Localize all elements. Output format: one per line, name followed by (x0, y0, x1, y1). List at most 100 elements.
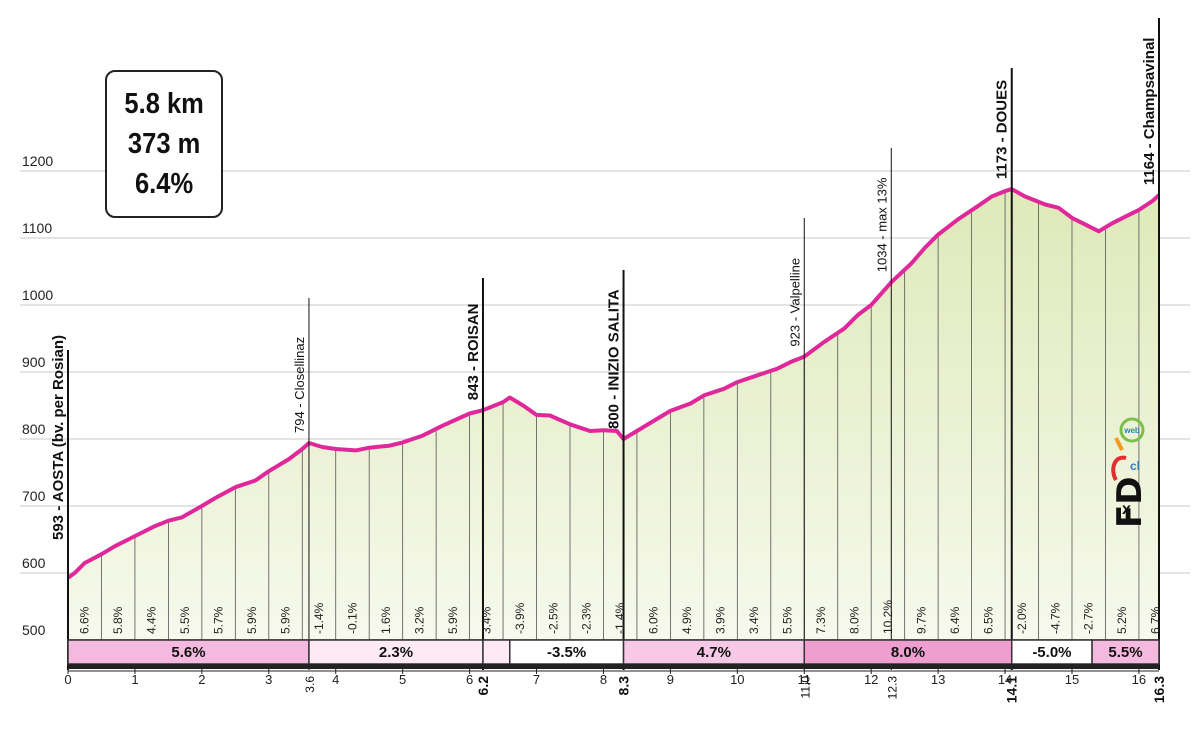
km-grade-label: -3.9% (513, 602, 527, 634)
waypoint-label: 1034 - max 13% (874, 177, 889, 272)
special-km-label: 8.3 (616, 676, 632, 696)
waypoint-label: 593 - AOSTA (bv. per Rosian) (50, 335, 67, 540)
svg-text:cl: cl (1130, 459, 1140, 473)
km-grade-label: 8.0% (847, 606, 861, 634)
waypoint-label: 1164 - Champsavinal (1141, 38, 1158, 186)
km-grade-label: 5.2% (1115, 606, 1129, 634)
km-grade-label: -1.4% (312, 602, 326, 634)
x-tick-label: 13 (931, 672, 945, 687)
waypoint-label: 1173 - DOUES (994, 80, 1011, 179)
x-tick-label: 6 (466, 672, 473, 687)
km-grade-label: 3.4% (479, 606, 493, 634)
profile-fill-layer (68, 189, 1159, 640)
km-grade-label: 9.7% (914, 606, 928, 634)
special-km-label: 11.0 (798, 676, 812, 699)
x-tick-label: 7 (533, 672, 540, 687)
special-km-label: 16.3 (1151, 676, 1167, 703)
segment-grade-label: 8.0% (891, 644, 925, 661)
svg-text:x: x (1122, 501, 1131, 518)
x-tick-label: 8 (600, 672, 607, 687)
segment-grade-label: 4.7% (697, 644, 731, 661)
km-grade-label: 5.9% (446, 606, 460, 634)
climb-elevation-gain: 373 m (127, 128, 201, 160)
segment-bar-layer: 5.6% 2.3% -3.5% 4.7% 8.0% -5.0% 5.5% (67, 639, 1160, 669)
km-grade-label: 5.9% (279, 606, 293, 634)
km-grade-label: -2.7% (1082, 602, 1096, 634)
profile-line-layer (66, 187, 1161, 580)
km-grade-label: 1.6% (379, 606, 393, 634)
waypoint-layer: 593 - AOSTA (bv. per Rosian) 794 - Closel… (50, 18, 1160, 670)
profile-area (68, 189, 1159, 640)
km-grade-label: -2.0% (1015, 602, 1029, 634)
km-grade-label: -4.7% (1048, 602, 1062, 634)
waypoint-label: 923 - Valpelline (787, 258, 802, 347)
waypoint-label: 800 - INIZIO SALITA (606, 289, 623, 429)
km-grade-label: 5.5% (781, 606, 795, 634)
fd-logo-mark: FD (1110, 476, 1150, 528)
km-grade-label: 6.5% (981, 606, 995, 634)
special-km-label: 6.2 (475, 676, 491, 696)
y-tick-label: 1200 (22, 153, 53, 169)
y-tick-label: 1000 (22, 287, 53, 303)
x-tick-label: 5 (399, 672, 406, 687)
segment-grade-label: 5.5% (1108, 644, 1142, 661)
segment-grade-label: -5.0% (1032, 644, 1071, 661)
km-grade-label: 3.4% (747, 606, 761, 634)
x-tick-label: 15 (1065, 672, 1079, 687)
x-axis-layer: 0 1 2 3 4 5 6 7 8 9 10 11 12 13 14 15 163.6 6.2 8.3 11.0 12.… (64, 668, 1167, 703)
profile-line (66, 187, 1161, 580)
climb-stats-box: 5.8 km 373 m 6.4% (105, 70, 223, 218)
km-grade-layer: 6.6% 5.8% 4.4% 5.5% 5.7% 5.9% 5.9% -1.4% -0.1% 1.… (78, 600, 1163, 634)
waypoint-label: 794 - Closellinaz (292, 337, 307, 433)
fd-cicloweb-logo: web cl x FD (1108, 410, 1150, 580)
segment-bar (509, 639, 625, 665)
km-grade-label: 10.2% (881, 600, 895, 634)
km-grade-label: 4.9% (680, 606, 694, 634)
km-grade-label: -2.3% (580, 602, 594, 634)
x-tick-label: 4 (332, 672, 339, 687)
y-tick-label: 700 (22, 488, 46, 504)
segment-grade-label: 5.6% (171, 644, 205, 661)
y-tick-label: 1100 (22, 220, 52, 236)
x-tick-label: 0 (64, 672, 71, 687)
km-grade-label: 7.3% (814, 606, 828, 634)
climb-distance: 5.8 km (124, 88, 204, 120)
segment-grade-label: 2.3% (379, 644, 413, 661)
svg-text:web: web (1123, 426, 1140, 435)
km-grade-label: 6.0% (647, 606, 661, 634)
x-tick-label: 11 (798, 672, 812, 687)
x-tick-label: 16 (1132, 672, 1146, 687)
x-tick-label: 10 (730, 672, 744, 687)
km-grade-label: 5.5% (178, 606, 192, 634)
special-km-label: 14.1 (1004, 676, 1020, 703)
y-tick-label: 900 (22, 354, 46, 370)
y-tick-label: 500 (22, 622, 46, 638)
segment-bar (1091, 639, 1160, 665)
cicloweb-logo-icon: web cl x (1111, 417, 1145, 518)
km-grade-label: 6.7% (1149, 606, 1163, 634)
x-tick-label: 12 (864, 672, 878, 687)
km-grade-label: 6.4% (948, 606, 962, 634)
km-grade-label: -1.4% (613, 602, 627, 634)
special-km-label: 3.6 (303, 676, 317, 693)
x-tick-label: 9 (667, 672, 674, 687)
km-grade-label: -0.1% (345, 602, 359, 634)
segment-grade-label: -3.5% (547, 644, 586, 661)
km-grade-label: 3.2% (412, 606, 426, 634)
km-grade-label: 5.8% (111, 606, 125, 634)
x-tick-label: 1 (131, 672, 138, 687)
waypoint-label: 843 - ROISAN (465, 303, 482, 400)
km-grade-label: 5.9% (245, 606, 259, 634)
km-grade-label: 6.6% (78, 606, 92, 634)
km-grade-label: 4.4% (145, 606, 159, 634)
climb-average-grade: 6.4% (134, 168, 194, 200)
km-grade-label: 3.9% (714, 606, 728, 634)
segment-bar-baseline (68, 664, 1159, 669)
x-tick-label: 3 (265, 672, 272, 687)
x-tick-label: 14 (998, 672, 1012, 687)
km-grade-label: 5.7% (212, 606, 226, 634)
segment-bar (482, 639, 511, 665)
km-grade-label: -2.5% (546, 602, 560, 634)
y-tick-label: 800 (22, 421, 46, 437)
